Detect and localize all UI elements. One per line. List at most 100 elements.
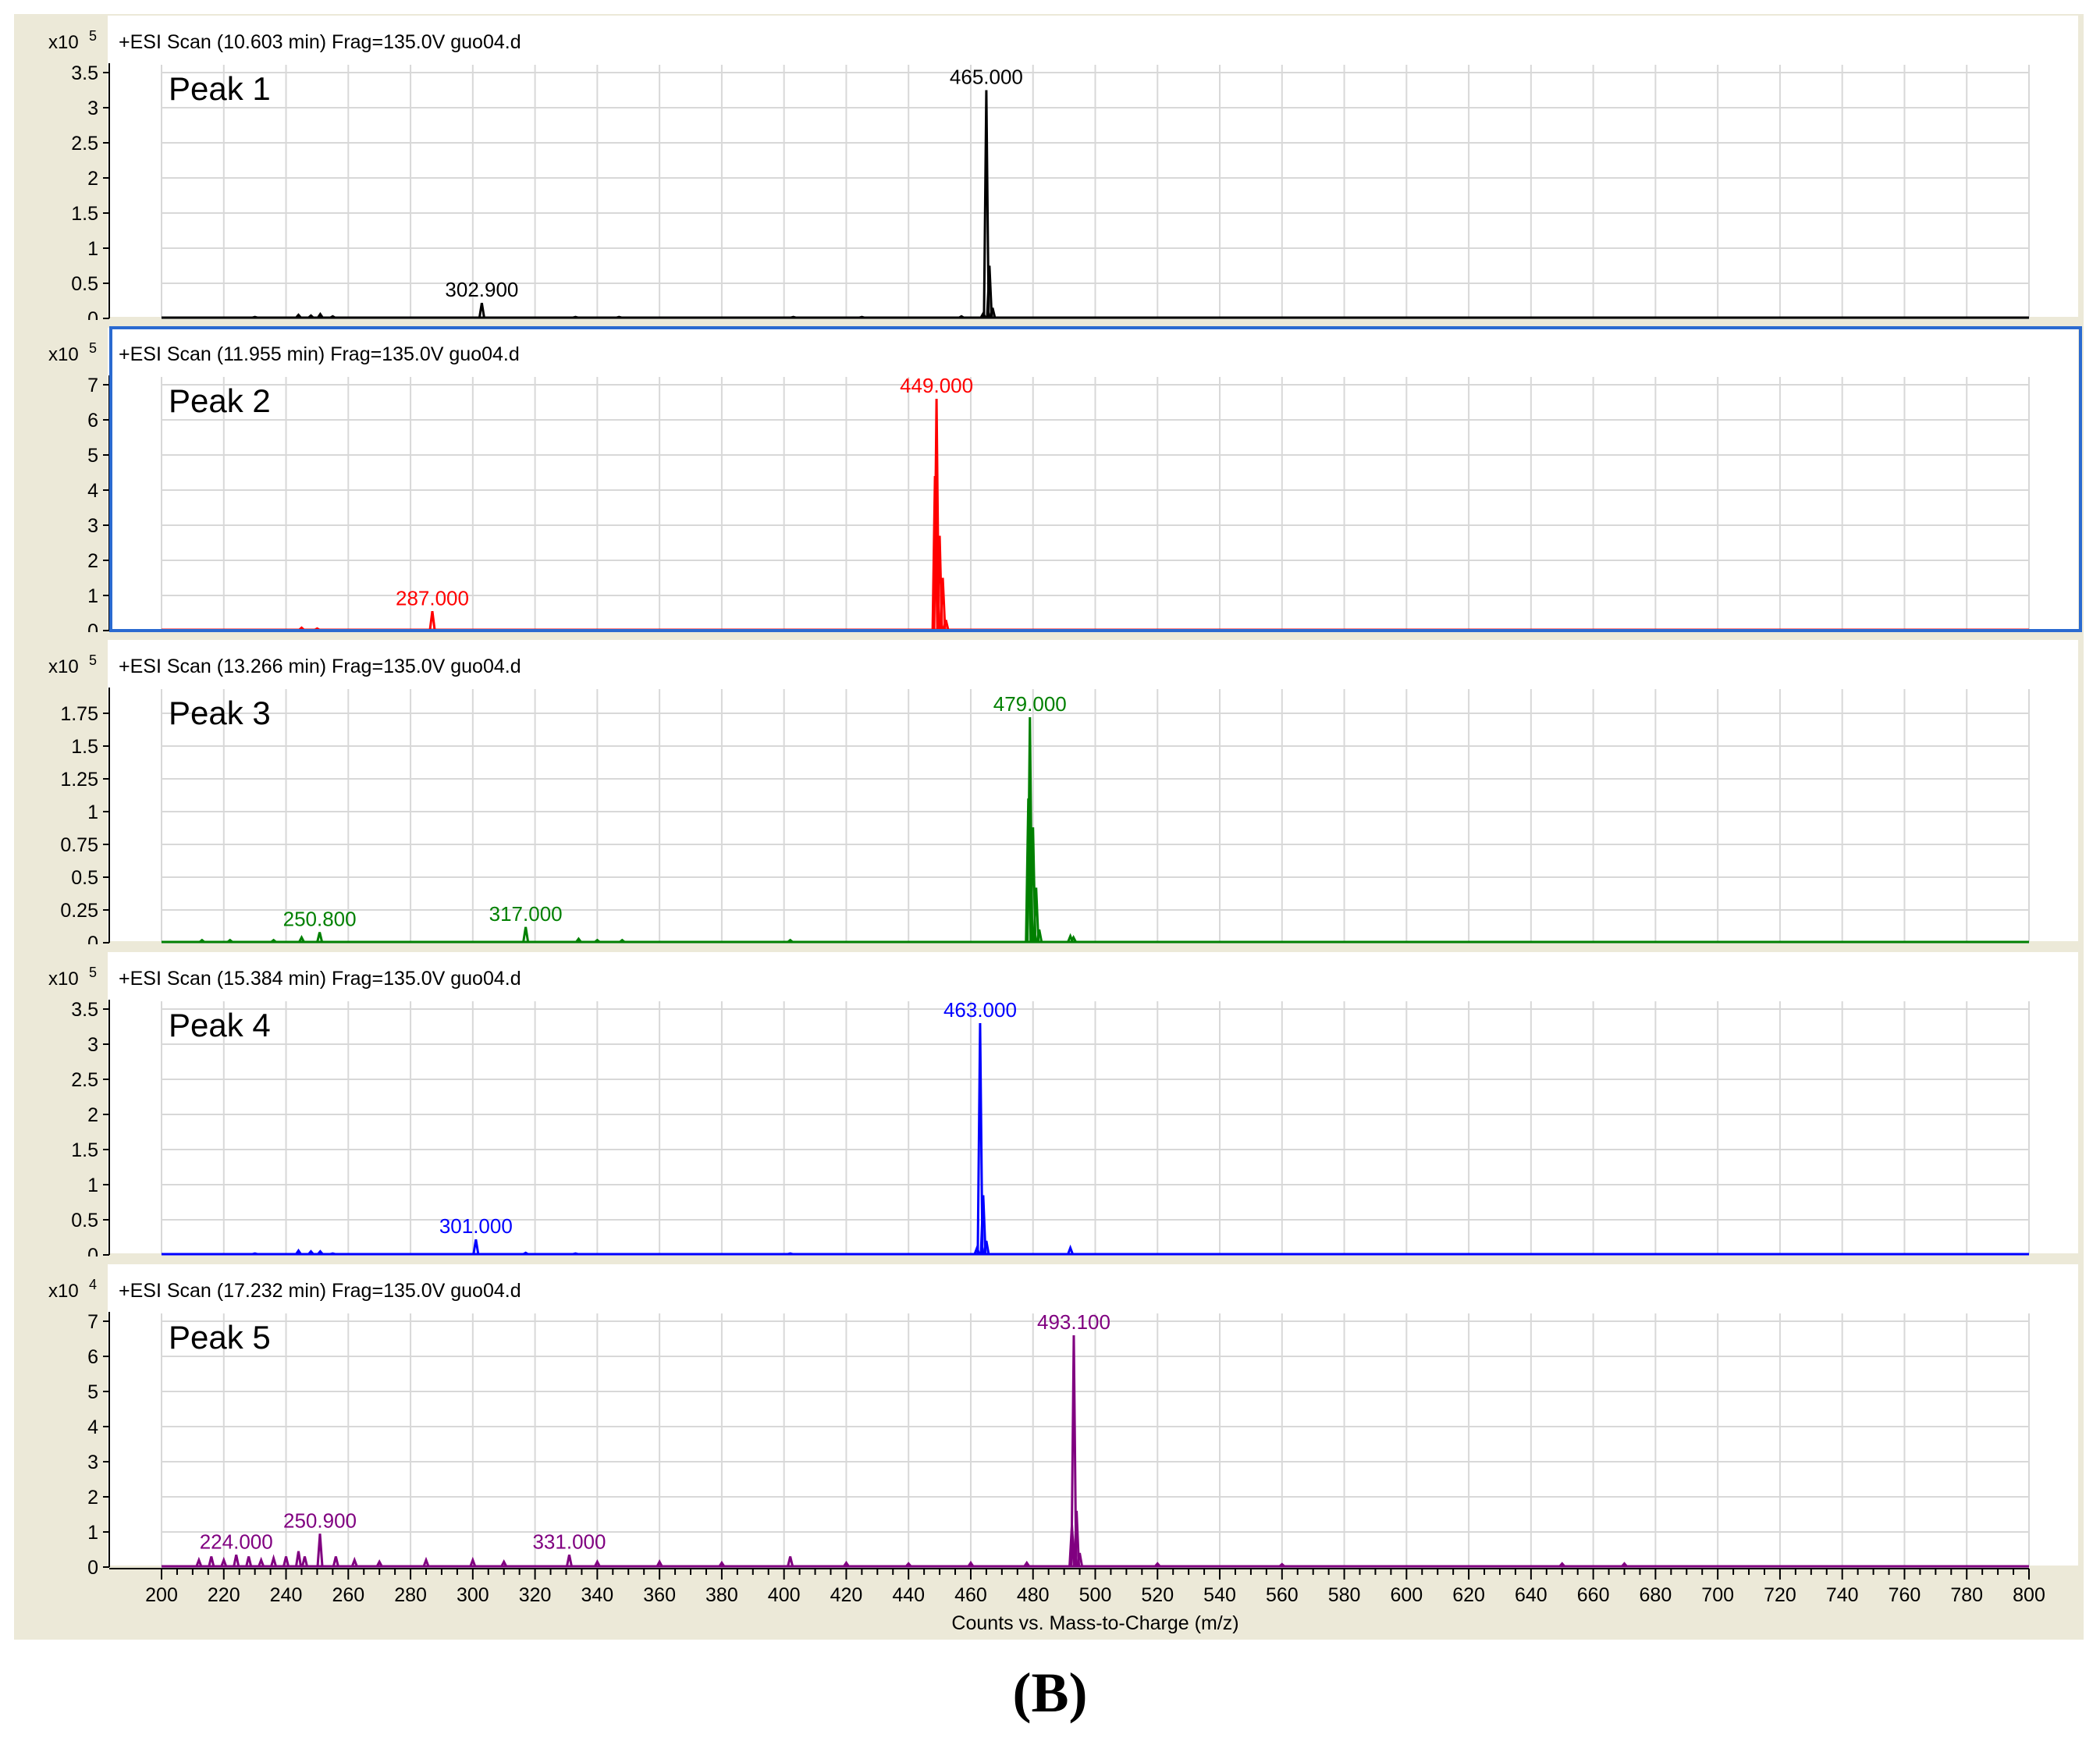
y-tick-label: 3.5 — [71, 999, 98, 1021]
spectrum-peak — [573, 315, 578, 319]
spectrum-peak — [469, 1556, 477, 1567]
spectrum-peak — [472, 1239, 480, 1255]
figure-label: (B) — [1012, 1661, 1088, 1724]
spectrum-peak — [1076, 1552, 1084, 1567]
x-tick-label: 260 — [332, 1584, 364, 1606]
x-tick-label: 400 — [768, 1584, 801, 1606]
y-tick-label: 4 — [87, 1416, 98, 1438]
y-tick-label: 2 — [87, 1487, 98, 1509]
spectrum-panel-1[interactable]: 0 0.5 1 1.5 2 2.5 3 3.5 x10 5 +ESI Scan (10.603 mi… — [14, 14, 2084, 320]
spectrum-peak — [1621, 1562, 1628, 1567]
peak-mz-label: 301.000 — [439, 1214, 513, 1238]
spectrum-peak — [905, 1562, 912, 1567]
peak-mz-label: 479.000 — [993, 692, 1067, 716]
spectrum-peak — [986, 265, 993, 318]
spectrum-panel-2[interactable]: 0 1 2 3 4 5 6 7 x10 5 +ESI Scan (11.955 min) Frag=… — [14, 326, 2084, 632]
panel-background — [108, 640, 2078, 941]
x-tick-label: 620 — [1452, 1584, 1485, 1606]
scan-title: +ESI Scan (11.955 min) Frag=135.0V guo04… — [119, 343, 520, 365]
x-tick-label: 220 — [208, 1584, 240, 1606]
y-tick-label: 3 — [87, 515, 98, 537]
spectrum-peak — [573, 1252, 578, 1256]
spectrum-peak — [989, 307, 997, 318]
x-tick-label: 800 — [2013, 1584, 2045, 1606]
y-tick-label: 1.5 — [71, 1139, 98, 1161]
peak-mz-label: 250.900 — [283, 1509, 357, 1532]
spectrum-peak — [656, 1559, 663, 1567]
scan-title: +ESI Scan (17.232 min) Frag=135.0V guo04… — [119, 1280, 521, 1302]
spectrum-peak — [428, 611, 436, 631]
mass-spectra-panel-stack: 0 0.5 1 1.5 2 2.5 3 3.5 x10 5 +ESI Scan (10.603 mi… — [14, 14, 2084, 1640]
panel-background — [108, 1264, 2078, 1566]
x-tick-label: 760 — [1889, 1584, 1921, 1606]
spectrum-peak — [1070, 1335, 1078, 1567]
peak-mz-label: 463.000 — [943, 998, 1017, 1022]
spectrum-panel-5[interactable]: 0 1 2 3 4 5 6 7 x10 4 +ESI Scan (17.232 min) Frag=… — [14, 1263, 2084, 1640]
y-tick-label: 0 — [87, 933, 98, 944]
spectrum-peak — [316, 932, 324, 943]
y-tick-label: 0.5 — [71, 1210, 98, 1231]
x-tick-label: 540 — [1203, 1584, 1236, 1606]
scan-title: +ESI Scan (13.266 min) Frag=135.0V guo04… — [119, 656, 521, 677]
y-scale-exponent: 5 — [89, 652, 97, 668]
y-scale-label: x10 — [48, 344, 79, 365]
y-tick-label: 0.5 — [71, 867, 98, 889]
spectrum-peak — [718, 1560, 726, 1567]
spectrum-peak — [329, 1252, 336, 1256]
spectrum-peak — [575, 936, 582, 943]
peak-mz-label: 224.000 — [200, 1530, 273, 1553]
peak-mz-label: 449.000 — [900, 374, 973, 397]
panel-background — [108, 16, 2078, 317]
spectrum-peak — [982, 90, 990, 318]
x-tick-label: 500 — [1079, 1584, 1112, 1606]
spectrum-panel-3[interactable]: 0 0.25 0.5 0.75 1 1.25 1.5 1.75 x10 5 +ESI Scan (1… — [14, 638, 2084, 944]
spectrum-peak — [958, 315, 965, 319]
x-tick-label: 460 — [954, 1584, 987, 1606]
x-tick-label: 380 — [705, 1584, 738, 1606]
spectrum-peak — [252, 1252, 258, 1256]
spectrum-peak — [1278, 1562, 1285, 1568]
x-tick-label: 740 — [1826, 1584, 1859, 1606]
spectrum-peak — [295, 1551, 302, 1567]
spectrum-peak — [252, 315, 258, 319]
panel-background — [108, 328, 2078, 629]
y-tick-label: 6 — [87, 1346, 98, 1368]
spectrum-peak — [226, 938, 233, 944]
y-tick-label: 0 — [87, 308, 98, 320]
y-tick-label: 0 — [87, 1557, 98, 1579]
spectrum-peak — [942, 620, 950, 631]
x-axis-label: Counts vs. Mass-to-Charge (m/z) — [951, 1612, 1238, 1634]
selected-panel-border — [109, 326, 2082, 632]
x-tick-label: 680 — [1640, 1584, 1672, 1606]
spectrum-peak — [295, 313, 302, 318]
spectrum-peak — [329, 315, 336, 319]
spectrum-peak — [316, 1534, 324, 1567]
spectrum-peak — [245, 1556, 253, 1567]
peak-mz-label: 287.000 — [396, 586, 469, 610]
spectrum-peak — [478, 302, 485, 318]
spectrum-peak — [1036, 929, 1043, 943]
spectrum-peak — [500, 1559, 508, 1567]
peak-name: Peak 2 — [169, 382, 271, 419]
y-tick-label: 2 — [87, 550, 98, 572]
x-tick-label: 200 — [145, 1584, 178, 1606]
spectrum-peak — [270, 1554, 278, 1567]
spectrum-peak — [317, 311, 324, 318]
spectrum-peak — [791, 315, 797, 319]
spectrum-peak — [594, 1559, 601, 1567]
spectrum-panel-4[interactable]: 0 0.5 1 1.5 2 2.5 3 3.5 x10 5 +ESI Scan (15.384 mi… — [14, 951, 2084, 1256]
y-scale-exponent: 4 — [89, 1277, 97, 1292]
y-tick-label: 1.5 — [71, 736, 98, 758]
spectrum-peak — [982, 1240, 990, 1255]
x-tick-label: 420 — [830, 1584, 863, 1606]
x-tick-label: 360 — [643, 1584, 676, 1606]
y-tick-label: 5 — [87, 1381, 98, 1403]
spectrum-peak — [787, 938, 794, 944]
y-tick-label: 4 — [87, 480, 98, 502]
y-scale-exponent: 5 — [89, 340, 97, 356]
x-tick-label: 520 — [1141, 1584, 1174, 1606]
y-tick-label: 7 — [87, 375, 98, 396]
spectrum-peak — [979, 1195, 987, 1255]
spectrum-peak — [843, 1560, 850, 1567]
x-tick-label: 580 — [1328, 1584, 1361, 1606]
